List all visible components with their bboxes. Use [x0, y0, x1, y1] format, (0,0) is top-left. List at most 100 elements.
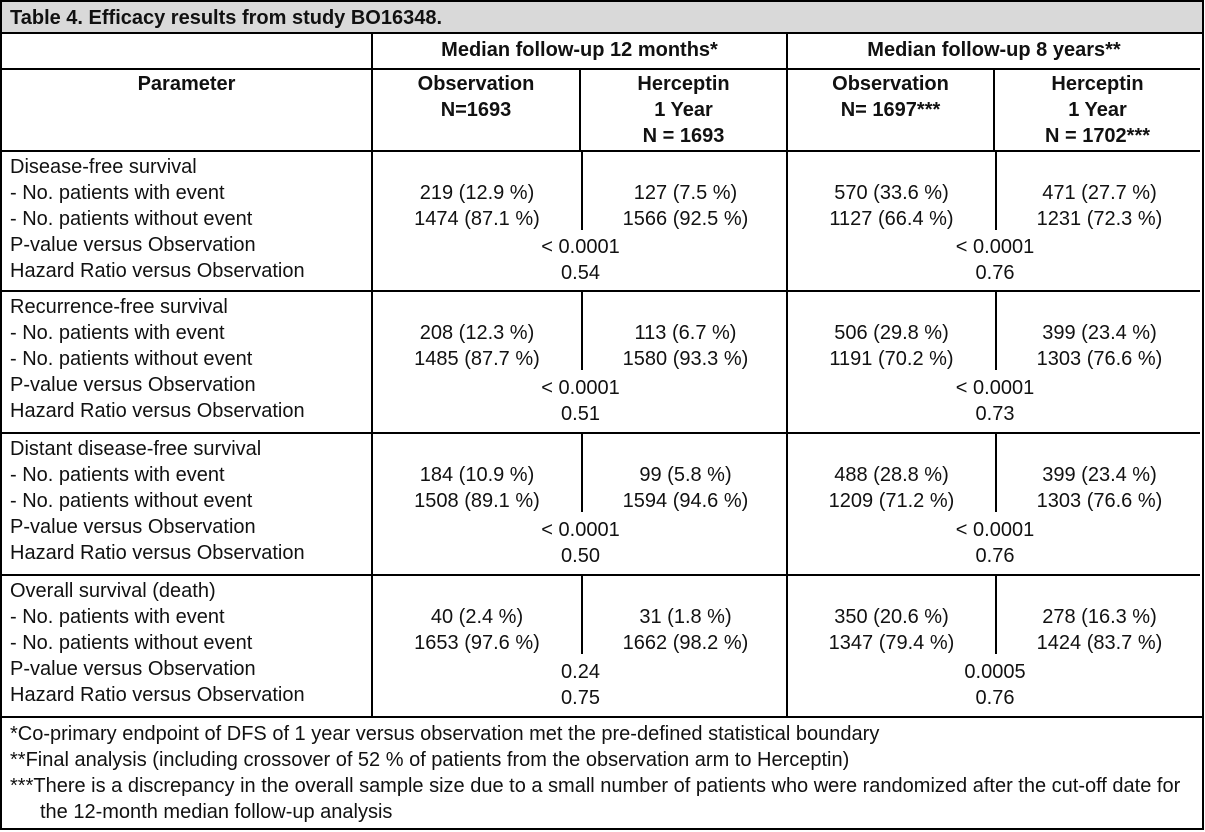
row-label-with-event: - No. patients with event [10, 606, 225, 628]
value-column: 219 (12.9 %) 1474 (87.1 %) [373, 152, 581, 230]
column-header-line: Herceptin [1051, 73, 1144, 95]
value-without-event: 1474 (87.1 %) [414, 208, 540, 230]
value-without-event: 1485 (87.7 %) [414, 348, 540, 370]
group-header-12-months: Median follow-up 12 months* [371, 34, 786, 68]
value-without-event: 1209 (71.2 %) [828, 490, 955, 512]
value-p: < 0.0001 [955, 519, 1035, 541]
value-with-event: 278 (16.3 %) [1042, 606, 1157, 628]
value-with-event: 31 (1.8 %) [639, 606, 732, 628]
row-label-hazard-ratio: Hazard Ratio versus Observation [10, 542, 305, 564]
section-group-8-years: 570 (33.6 %) 1127 (66.4 %) 471 (27.7 %) 123… [786, 150, 1200, 290]
section-title: Recurrence-free survival [10, 296, 228, 318]
section-4: Overall survival (death) - No. patients w… [2, 574, 1202, 716]
column-header-parameter: Parameter [2, 68, 371, 150]
row-label-p-value: P-value versus Observation [10, 658, 256, 680]
section-labels: Disease-free survival - No. patients with… [2, 150, 371, 290]
value-with-event: 399 (23.4 %) [1042, 464, 1157, 486]
value-p: < 0.0001 [541, 236, 620, 258]
value-with-event: 127 (7.5 %) [633, 182, 738, 204]
section-1: Disease-free survival - No. patients with… [2, 150, 1202, 290]
value-column: 471 (27.7 %) 1231 (72.3 %) [995, 152, 1202, 230]
value-p: < 0.0001 [955, 236, 1035, 258]
value-with-event: 208 (12.3 %) [419, 322, 535, 344]
value-with-event: 399 (23.4 %) [1042, 322, 1157, 344]
value-without-event: 1347 (79.4 %) [828, 632, 955, 654]
row-label-p-value: P-value versus Observation [10, 374, 256, 396]
column-header-line: 1 Year [1068, 99, 1127, 121]
row-label-with-event: - No. patients with event [10, 182, 225, 204]
column-header-line: Observation [832, 73, 949, 95]
spanning-values: 0.0005 0.76 [788, 659, 1202, 716]
value-hazard-ratio: 0.76 [975, 545, 1015, 567]
column-header-line: N = 1693 [642, 125, 725, 147]
value-p: < 0.0001 [955, 377, 1035, 399]
section-group-12-months: 184 (10.9 %) 1508 (89.1 %) 99 (5.8 %) 1594 … [371, 432, 786, 574]
value-without-event: 1191 (70.2 %) [829, 348, 954, 370]
spanning-values: < 0.0001 0.73 [788, 375, 1202, 432]
column-header-line: N=1693 [440, 99, 512, 121]
section-title: Overall survival (death) [10, 580, 216, 602]
value-without-event: 1580 (93.3 %) [622, 348, 749, 370]
section-2: Recurrence-free survival - No. patients w… [2, 290, 1202, 432]
value-with-event: 40 (2.4 %) [430, 606, 524, 628]
table-caption: Table 4. Efficacy results from study BO1… [2, 2, 1202, 34]
value-without-event: 1594 (94.6 %) [622, 490, 749, 512]
row-label-with-event: - No. patients with event [10, 322, 225, 344]
section-group-12-months: 40 (2.4 %) 1653 (97.6 %) 31 (1.8 %) 1662 (9… [371, 574, 786, 716]
group-header-blank [2, 34, 371, 68]
section-group-8-years: 506 (29.8 %) 1191 (70.2 %) 399 (23.4 %) 130… [786, 290, 1200, 432]
value-p: < 0.0001 [541, 377, 620, 399]
value-column: 350 (20.6 %) 1347 (79.4 %) [788, 576, 995, 654]
value-column: 184 (10.9 %) 1508 (89.1 %) [373, 434, 581, 512]
value-column: 40 (2.4 %) 1653 (97.6 %) [373, 576, 581, 654]
value-without-event: 1662 (98.2 %) [622, 632, 749, 654]
row-label-hazard-ratio: Hazard Ratio versus Observation [10, 400, 305, 422]
section-labels: Recurrence-free survival - No. patients w… [2, 290, 371, 432]
section-group-12-months: 208 (12.3 %) 1485 (87.7 %) 113 (6.7 %) 1580… [371, 290, 786, 432]
value-column: 399 (23.4 %) 1303 (76.6 %) [995, 434, 1202, 512]
section-labels: Overall survival (death) - No. patients w… [2, 574, 371, 716]
value-column: 278 (16.3 %) 1424 (83.7 %) [995, 576, 1202, 654]
footnote-1: *Co-primary endpoint of DFS of 1 year ve… [10, 723, 880, 745]
value-hazard-ratio: 0.76 [975, 687, 1015, 709]
section-3: Distant disease-free survival - No. patie… [2, 432, 1202, 574]
column-header-line: Herceptin [637, 73, 730, 95]
footnote-2: **Final analysis (including crossover of… [10, 749, 850, 771]
section-labels: Distant disease-free survival - No. patie… [2, 432, 371, 574]
value-p: 0.0005 [964, 661, 1026, 683]
value-column: 488 (28.8 %) 1209 (71.2 %) [788, 434, 995, 512]
value-with-event: 471 (27.7 %) [1042, 182, 1157, 204]
spanning-values: 0.24 0.75 [373, 659, 788, 716]
column-header-observation-12m: Observation N=1693 [371, 68, 579, 150]
spanning-values: < 0.0001 0.76 [788, 234, 1202, 290]
value-column: 113 (6.7 %) 1580 (93.3 %) [581, 292, 788, 370]
footnote-3: ***There is a discrepancy in the overall… [10, 775, 1181, 823]
table-body: Disease-free survival - No. patients with… [2, 150, 1202, 716]
value-hazard-ratio: 0.50 [561, 545, 600, 567]
value-hazard-ratio: 0.51 [561, 403, 600, 425]
value-hazard-ratio: 0.76 [975, 262, 1015, 284]
section-group-8-years: 350 (20.6 %) 1347 (79.4 %) 278 (16.3 %) 142… [786, 574, 1200, 716]
column-header-observation-8y: Observation N= 1697*** [786, 68, 993, 150]
column-header-line: 1 Year [654, 99, 713, 121]
value-with-event: 219 (12.9 %) [419, 182, 535, 204]
section-group-12-months: 219 (12.9 %) 1474 (87.1 %) 127 (7.5 %) 1566… [371, 150, 786, 290]
value-with-event: 184 (10.9 %) [419, 464, 535, 486]
value-with-event: 506 (29.8 %) [834, 322, 949, 344]
value-without-event: 1303 (76.6 %) [1036, 490, 1163, 512]
table-footnotes: *Co-primary endpoint of DFS of 1 year ve… [2, 716, 1202, 825]
value-p: 0.24 [561, 661, 600, 683]
row-label-hazard-ratio: Hazard Ratio versus Observation [10, 260, 305, 282]
value-column: 208 (12.3 %) 1485 (87.7 %) [373, 292, 581, 370]
row-label-with-event: - No. patients with event [10, 464, 225, 486]
column-header-parameter-label: Parameter [137, 73, 236, 95]
column-header-line: N = 1702*** [1044, 125, 1151, 147]
value-without-event: 1424 (83.7 %) [1036, 632, 1163, 654]
column-header-line: Observation [417, 73, 535, 95]
row-label-without-event: - No. patients without event [10, 490, 253, 512]
value-with-event: 488 (28.8 %) [834, 464, 949, 486]
row-label-hazard-ratio: Hazard Ratio versus Observation [10, 684, 305, 706]
value-without-event: 1231 (72.3 %) [1036, 208, 1163, 230]
value-column: 570 (33.6 %) 1127 (66.4 %) [788, 152, 995, 230]
